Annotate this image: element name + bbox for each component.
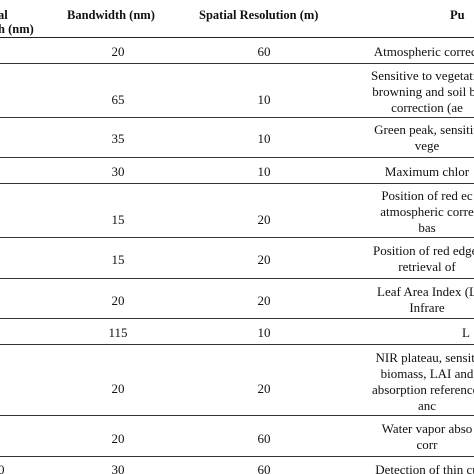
table-row-9-bandwidth: 20: [111, 381, 125, 396]
table-row-11-spatial: 60: [257, 462, 271, 474]
table-row-2-spatial: 10: [257, 92, 271, 107]
header-bandwidth: Bandwidth (nm): [67, 8, 155, 22]
table-row-8-spatial: 10: [257, 325, 271, 340]
table-row-7-purpose: Leaf Area Index (L Infrare: [377, 284, 474, 315]
row-divider: [0, 278, 474, 279]
table-row-1-purpose: Atmospheric correct: [373, 44, 474, 59]
table-row-5-purpose: Position of red ec atmospheric corre bas: [380, 188, 474, 235]
table-row-5-bandwidth: 15: [111, 212, 125, 227]
table-row-3-bandwidth: 35: [111, 131, 125, 146]
table-row-2-purpose: Sensitive to vegetatio browning and soil…: [371, 68, 474, 115]
header-purpose: Pu: [450, 8, 465, 22]
table-row-9-spatial: 20: [257, 381, 271, 396]
table-row-11-bandwidth: 30: [111, 462, 125, 474]
row-divider: [0, 344, 474, 345]
table-row-3-purpose: Green peak, sensitiv vege: [374, 122, 474, 153]
table-row-8-purpose: L: [462, 325, 470, 340]
header-spatial-resolution: Spatial Resolution (m): [199, 8, 319, 22]
table-row-6-spatial: 20: [257, 252, 271, 267]
table-row-4-spatial: 10: [257, 164, 271, 179]
table-row-10-purpose: Water vapor abso corr: [381, 421, 473, 452]
table-row-11-wavelength: 0: [0, 462, 5, 474]
header-wavelength-line1: al: [0, 8, 8, 22]
row-divider: [0, 318, 474, 319]
table-row-7-spatial: 20: [257, 293, 271, 308]
table-row-4-purpose: Maximum chlor: [384, 164, 470, 179]
table-row-10-bandwidth: 20: [111, 431, 125, 446]
header-bottom-rule: [0, 37, 474, 38]
row-divider: [0, 237, 474, 238]
row-divider: [0, 63, 474, 64]
table-row-10-spatial: 60: [257, 431, 271, 446]
table-row-5-spatial: 20: [257, 212, 271, 227]
table-row-8-bandwidth: 115: [108, 325, 128, 340]
table-row-7-bandwidth: 20: [111, 293, 125, 308]
row-divider: [0, 157, 474, 158]
table-row-2-bandwidth: 65: [111, 92, 125, 107]
row-divider: [0, 415, 474, 416]
row-divider: [0, 117, 474, 118]
table-row-4-bandwidth: 30: [111, 164, 125, 179]
table-row-9-purpose: NIR plateau, sensiti biomass, LAI and ab…: [371, 350, 474, 413]
table-row-6-purpose: Position of red edge; retrieval of: [373, 243, 474, 274]
row-divider: [0, 183, 474, 184]
header-wavelength-line2: h (nm): [0, 22, 34, 36]
row-divider: [0, 456, 474, 457]
table-row-11-purpose: Detection of thin cu corr: [375, 462, 474, 474]
table-row-6-bandwidth: 15: [111, 252, 125, 267]
table-row-1-spatial: 60: [257, 44, 271, 59]
table-row-3-spatial: 10: [257, 131, 271, 146]
table-row-1-bandwidth: 20: [111, 44, 125, 59]
